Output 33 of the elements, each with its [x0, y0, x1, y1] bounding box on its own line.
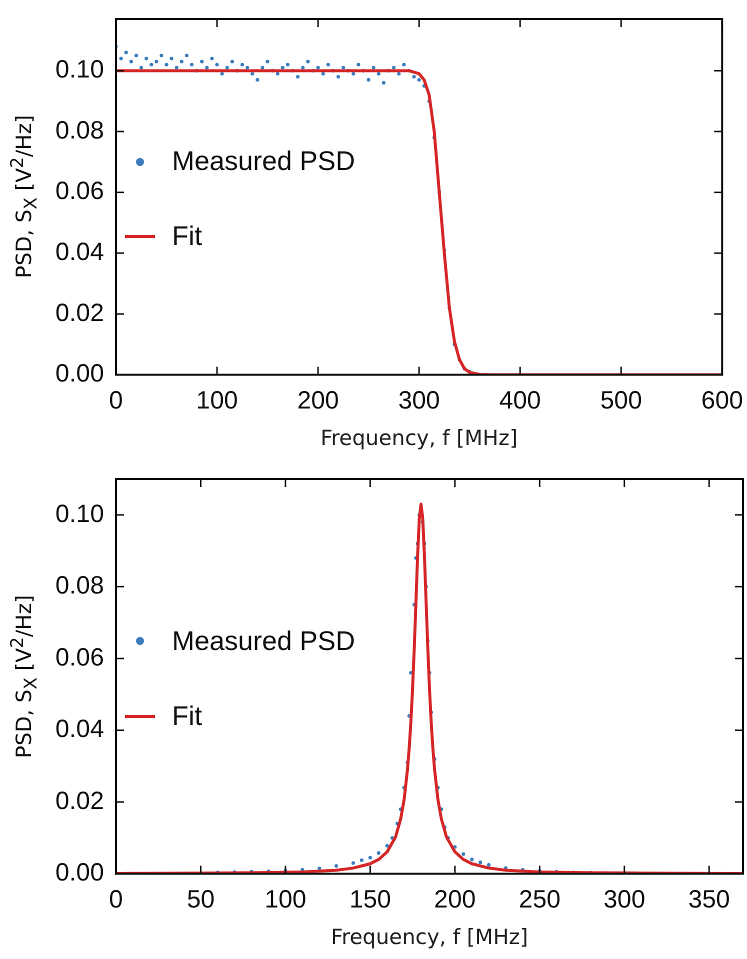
- y-tick-label: 0.02: [55, 786, 104, 815]
- x-axis-title: Frequency, f [MHz]: [330, 924, 528, 949]
- x-tick-label: 500: [600, 386, 642, 415]
- x-tick-label: 100: [196, 386, 238, 415]
- x-tick-label: 200: [434, 886, 476, 914]
- y-tick-label: 0.10: [55, 56, 104, 84]
- x-tick-label: 0: [109, 386, 123, 415]
- x-tick-label: 250: [518, 886, 561, 914]
- x-tick-label: 100: [264, 886, 306, 914]
- legend-label: Measured PSD: [172, 146, 356, 178]
- y-tick-label: 0.06: [55, 177, 104, 206]
- x-tick-label: 350: [688, 886, 730, 914]
- x-tick-label: 150: [349, 886, 392, 914]
- x-tick-label: 300: [398, 386, 440, 415]
- x-tick-label: 400: [499, 386, 541, 415]
- y-tick-label: 0.08: [55, 116, 104, 144]
- legend-label: Fit: [172, 700, 202, 732]
- y-tick-label: 0.06: [55, 643, 104, 672]
- y-tick-label: 0.10: [55, 500, 104, 528]
- x-tick-label: 600: [701, 386, 744, 415]
- y-tick-label: 0.00: [55, 858, 104, 887]
- y-tick-label: 0.00: [55, 360, 104, 388]
- x-tick-label: 50: [186, 886, 215, 914]
- y-tick-label: 0.02: [55, 298, 104, 327]
- legend-label: Fit: [172, 221, 202, 252]
- x-axis-title: Frequency, f [MHz]: [320, 426, 518, 450]
- x-tick-label: 200: [297, 386, 339, 415]
- y-tick-label: 0.04: [55, 715, 104, 744]
- y-tick-label: 0.04: [55, 238, 104, 266]
- x-tick-label: 0: [109, 886, 123, 914]
- y-tick-label: 0.08: [55, 572, 104, 600]
- x-tick-label: 300: [604, 886, 646, 914]
- legend-label: Measured PSD: [172, 626, 356, 657]
